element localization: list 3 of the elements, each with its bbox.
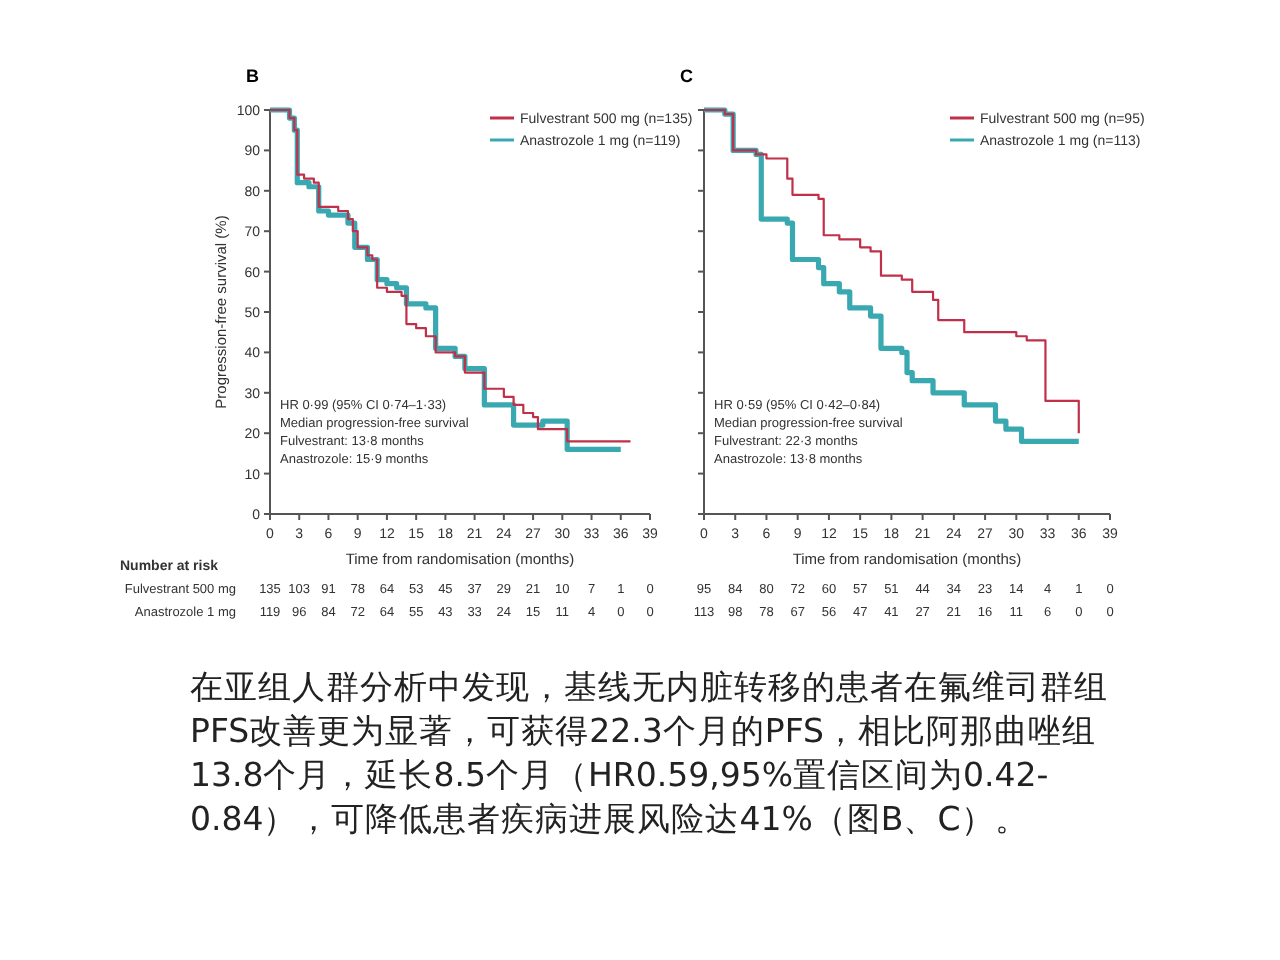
text: 在亚组人群分析中发现，基线无内脏转移的患者在氟维司群组PFS改善更为显著，可获得22.3个月的PFS，相比阿那曲唑组13.8个月，延长8.5个月（HR0.59,95%置信区间为0.42-0.84），可降低患者疾病进展风险达41%（图B、C）。 (190, 666, 1110, 842)
chart-title: B (246, 66, 260, 86)
chart-title: C (680, 66, 694, 86)
